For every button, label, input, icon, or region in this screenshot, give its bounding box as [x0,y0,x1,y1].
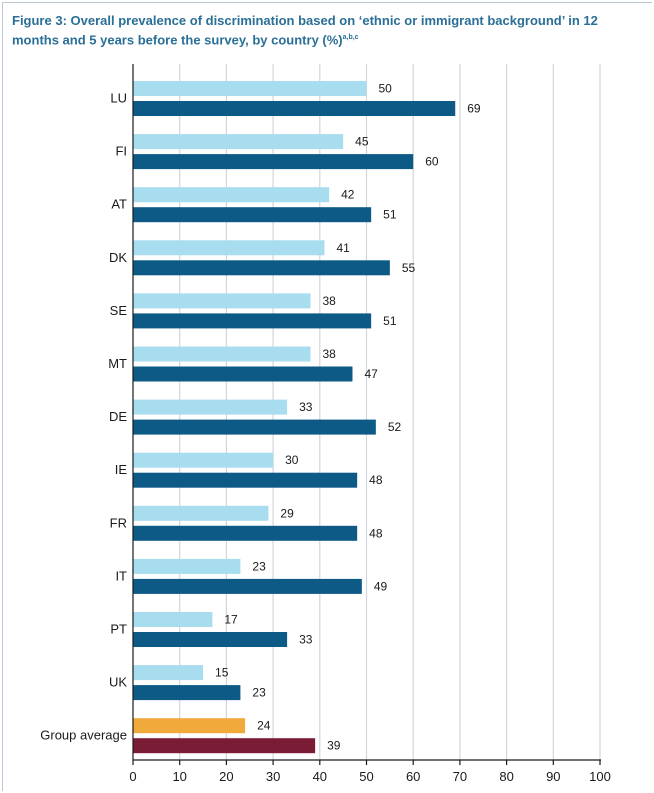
chart-title-superscript: a,b,c [342,34,359,41]
value-label-fi-12m: 45 [355,135,369,149]
x-tick-label-30: 30 [266,769,280,784]
x-tick-label-60: 60 [406,769,420,784]
bar-at-12m [133,187,330,203]
value-label-se-5y: 51 [383,314,397,328]
value-label-at-12m: 42 [341,188,355,202]
category-label-fr: FR [110,515,127,530]
value-label-it-12m: 23 [252,559,266,573]
x-tick-label-10: 10 [172,769,186,784]
bar-se-12m [133,293,311,309]
value-label-fr-5y: 48 [369,526,383,540]
x-tick-label-70: 70 [453,769,467,784]
category-label-se: SE [110,303,128,318]
value-label-pt-5y: 33 [299,633,313,647]
bar-mt-12m [133,346,311,362]
x-tick-label-90: 90 [546,769,560,784]
bar-at-5y [133,207,372,223]
value-label-group-average-12m: 24 [257,719,271,733]
value-label-pt-12m: 17 [224,613,238,627]
bar-se-5y [133,313,372,329]
value-label-dk-5y: 55 [402,261,416,275]
bar-lu-12m [133,81,367,96]
value-label-lu-5y: 69 [467,102,481,116]
bar-group-average-5y [133,738,316,754]
bar-fi-5y [133,154,414,170]
category-label-ie: IE [115,462,128,477]
bars [133,81,456,754]
bar-group-average-12m [133,718,246,734]
value-label-ie-12m: 30 [285,453,299,467]
chart-title-text: Figure 3: Overall prevalence of discrimi… [12,13,598,48]
bar-de-5y [133,419,376,435]
category-label-mt: MT [108,356,127,371]
x-axis: 0 10 20 30 40 50 60 70 80 90 100 [129,64,611,784]
value-label-dk-12m: 41 [336,241,350,255]
bar-it-5y [133,578,362,594]
category-label-fi: FI [115,144,127,159]
x-tick-label-20: 20 [219,769,233,784]
category-label-at: AT [111,197,127,212]
bar-mt-5y [133,366,353,382]
category-labels: LU FI AT DK SE MT DE IE FR IT PT UK Group average [40,91,127,743]
bar-uk-5y [133,685,241,701]
category-label-group-average: Group average [40,728,127,743]
category-label-it: IT [115,568,127,583]
value-label-group-average-5y: 39 [327,739,341,753]
value-label-at-5y: 51 [383,208,397,222]
bar-fr-5y [133,525,358,541]
category-label-uk: UK [109,675,127,690]
chart-title: Figure 3: Overall prevalence of discrimi… [12,12,640,48]
value-label-lu-12m: 50 [379,82,393,96]
category-label-de: DE [109,409,127,424]
bar-dk-12m [133,240,325,256]
value-label-uk-12m: 15 [215,666,229,680]
bar-fr-12m [133,505,269,521]
value-labels: 50 69 45 60 42 51 41 55 38 51 38 47 33 52 30 48 29 48 23 49… [215,82,481,753]
category-label-pt: PT [110,622,127,637]
value-label-ie-5y: 48 [369,473,383,487]
value-label-uk-5y: 23 [252,686,266,700]
value-label-de-5y: 52 [388,420,402,434]
value-label-fr-12m: 29 [280,506,294,520]
value-label-se-12m: 38 [322,294,336,308]
bar-fi-12m [133,134,344,150]
x-tick-label-0: 0 [129,769,136,784]
bar-pt-5y [133,632,288,647]
value-label-fi-5y: 60 [425,155,439,169]
bar-uk-12m [133,665,204,681]
x-tick-label-50: 50 [359,769,373,784]
bar-de-12m [133,399,288,415]
bar-lu-5y [133,101,456,116]
value-label-mt-5y: 47 [364,367,378,381]
category-label-lu: LU [110,91,127,106]
bar-ie-12m [133,452,274,468]
bar-ie-5y [133,472,358,488]
category-label-dk: DK [109,250,127,265]
value-label-mt-12m: 38 [322,347,336,361]
x-tick-label-80: 80 [499,769,513,784]
value-label-it-5y: 49 [374,579,388,593]
bar-it-12m [133,558,241,574]
x-tick-label-40: 40 [313,769,327,784]
x-tick-label-100: 100 [589,769,611,784]
bar-dk-5y [133,260,390,276]
bar-pt-12m [133,612,213,627]
value-label-de-12m: 33 [299,400,313,414]
